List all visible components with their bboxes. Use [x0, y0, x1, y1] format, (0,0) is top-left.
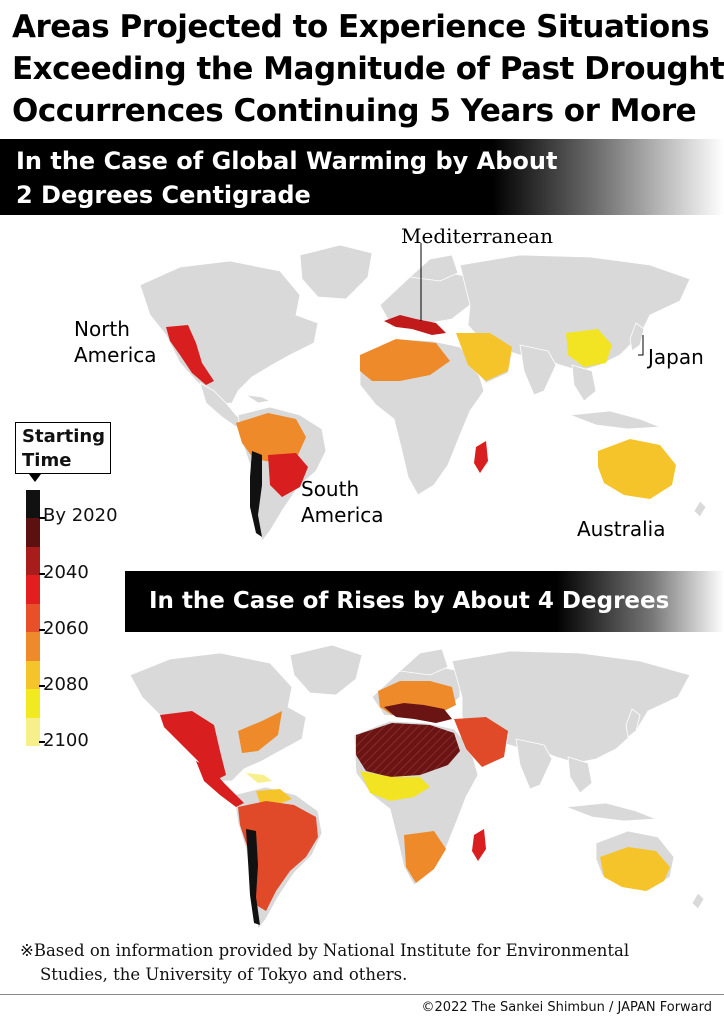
- legend-label-by-2020: By 2020: [43, 505, 118, 526]
- region-caribbean-2100: [246, 773, 272, 783]
- legend-color-scale: [26, 490, 40, 746]
- label-north-america-line-1: North: [74, 317, 130, 341]
- label-south-america: South America: [301, 476, 384, 528]
- new-zealand: [693, 500, 707, 518]
- title-line-1: Areas Projected to Experience Situations: [12, 9, 710, 45]
- legend-tick-2040: [39, 573, 45, 575]
- scandinavia: [409, 254, 459, 282]
- label-australia: Australia: [577, 517, 666, 541]
- legend-tick-2060: [39, 629, 45, 631]
- region-middle-east-2070: [456, 333, 512, 381]
- legend-title-line-1: Starting: [22, 426, 106, 447]
- region-eastern-us-2060: [238, 711, 282, 753]
- legend-swatch-1: [26, 490, 40, 519]
- legend-swatch-3: [26, 546, 40, 576]
- label-north-america-line-2: America: [74, 343, 157, 367]
- starting-time-legend: Starting Time By 2020 2040 2060 2080 210…: [15, 422, 125, 752]
- region-mexico-2040: [196, 761, 244, 807]
- label-south-america-line-1: South: [301, 477, 360, 501]
- region-north-africa-2060: [360, 339, 450, 381]
- region-south-america-2050: [238, 801, 318, 911]
- new-zealand: [691, 892, 705, 910]
- region-mediterranean-2040: [384, 315, 446, 335]
- region-australia-2070: [600, 847, 670, 891]
- region-madagascar-2040: [472, 829, 486, 861]
- greenland: [289, 644, 363, 696]
- label-mediterranean: Mediterranean: [401, 224, 553, 248]
- region-andes-by2020: [250, 451, 262, 537]
- greenland: [299, 244, 373, 300]
- legend-label-2060: 2060: [43, 618, 89, 639]
- southeast-asia: [571, 364, 597, 402]
- region-southern-africa-2060: [404, 831, 446, 883]
- legend-swatch-9: [26, 717, 40, 746]
- region-andes-by2020: [246, 829, 260, 925]
- label-japan: Japan: [648, 345, 704, 369]
- legend-label-2040: 2040: [43, 562, 89, 583]
- japan: [625, 708, 641, 738]
- legend-swatch-2: [26, 518, 40, 547]
- region-western-north-america-2040: [160, 711, 226, 781]
- footnote-line-1: ※Based on information provided by Nation…: [20, 941, 630, 960]
- title-line-2: Exceeding the Magnitude of Past Drought: [12, 51, 724, 87]
- scandinavia: [399, 648, 449, 676]
- region-north-america-2040: [166, 325, 214, 385]
- region-north-south-america-2070: [256, 789, 292, 805]
- region-sahara-2030: [356, 723, 460, 777]
- legend-tick-2080: [39, 685, 45, 687]
- scenario-2-heading-line-2: 2 Degrees Centigrade: [16, 181, 311, 209]
- label-south-america-line-2: America: [301, 503, 384, 527]
- legend-label-2100: 2100: [43, 730, 89, 751]
- region-middle-east-2050: [454, 717, 508, 767]
- region-madagascar-2040: [474, 441, 488, 473]
- region-china-2080: [566, 329, 612, 367]
- label-north-america: North America: [74, 316, 157, 368]
- legend-label-2080: 2080: [43, 674, 89, 695]
- legend-title-line-2: Time: [22, 450, 72, 471]
- region-mediterranean-2030: [384, 703, 452, 723]
- scenario-4-degrees-heading: In the Case of Rises by About 4 Degrees: [125, 571, 724, 632]
- legend-swatch-7: [26, 660, 40, 690]
- world-map-2-degrees: [139, 243, 707, 542]
- region-australia-2070: [598, 439, 676, 499]
- world-map-4-degrees: [129, 644, 705, 930]
- indonesia: [565, 802, 657, 822]
- legend-swatch-4: [26, 575, 40, 604]
- region-amazon-2060: [236, 413, 306, 463]
- page-title: Areas Projected to Experience Situations…: [12, 6, 724, 132]
- footnote: ※Based on information provided by Nation…: [20, 939, 710, 987]
- legend-swatch-5: [26, 603, 40, 633]
- copyright: ©2022 The Sankei Shimbun / JAPAN Forward: [421, 1000, 712, 1015]
- legend-tick-2020: [39, 517, 45, 519]
- southeast-asia: [567, 756, 593, 794]
- legend-swatch-6: [26, 632, 40, 661]
- scenario-2-degrees-heading: In the Case of Global Warming by About 2…: [0, 139, 724, 215]
- north-america: [139, 260, 319, 406]
- india: [519, 344, 557, 396]
- legend-tick-2100: [39, 741, 45, 743]
- caribbean: [245, 394, 272, 404]
- scenario-2-heading-line-1: In the Case of Global Warming by About: [16, 147, 558, 175]
- indonesia: [569, 410, 661, 430]
- legend-swatch-8: [26, 689, 40, 718]
- legend-title: Starting Time: [15, 422, 111, 482]
- footnote-line-2: Studies, the University of Tokyo and oth…: [40, 965, 408, 984]
- region-sahel-2080: [360, 771, 430, 801]
- japan: [629, 322, 645, 352]
- japan-leader-line: [638, 335, 644, 356]
- divider: [0, 994, 724, 995]
- region-south-america-2040: [268, 453, 308, 497]
- title-line-3: Occurrences Continuing 5 Years or More: [12, 93, 697, 129]
- india: [515, 738, 553, 790]
